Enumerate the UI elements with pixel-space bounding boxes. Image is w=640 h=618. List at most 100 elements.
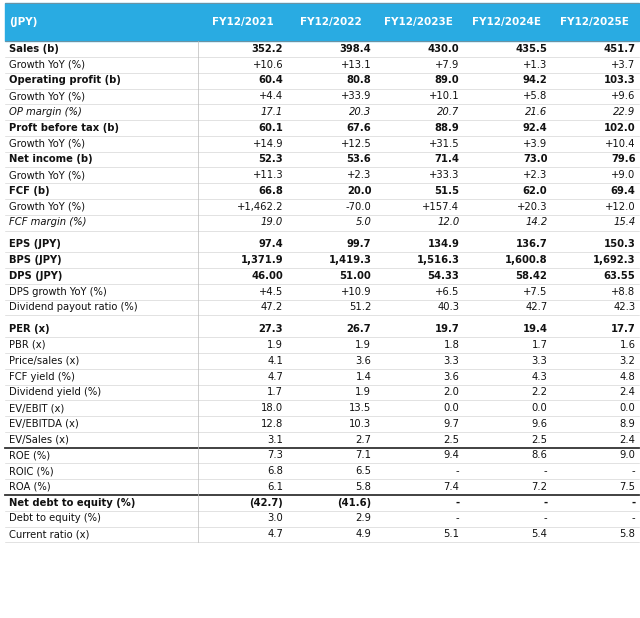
Text: 99.7: 99.7 [347,239,371,249]
Text: +13.1: +13.1 [340,60,371,70]
Text: 17.7: 17.7 [611,324,636,334]
Text: -: - [455,497,460,507]
Text: -: - [544,514,547,523]
Text: 150.3: 150.3 [604,239,636,249]
Text: ROIC (%): ROIC (%) [9,466,54,476]
Text: 27.3: 27.3 [259,324,284,334]
Text: Dividend yield (%): Dividend yield (%) [9,387,101,397]
Text: 5.1: 5.1 [444,529,460,539]
Text: 3.1: 3.1 [268,434,284,444]
Text: 15.4: 15.4 [613,218,636,227]
Text: FY12/2025E: FY12/2025E [560,17,629,27]
Text: -70.0: -70.0 [346,201,371,211]
Text: 1,371.9: 1,371.9 [241,255,284,265]
Text: 5.8: 5.8 [620,529,636,539]
Text: 2.2: 2.2 [531,387,547,397]
Text: 1.6: 1.6 [620,340,636,350]
Text: 2.5: 2.5 [444,434,460,444]
Text: Current ratio (x): Current ratio (x) [9,529,90,539]
Text: DPS (JPY): DPS (JPY) [9,271,62,281]
Text: 3.6: 3.6 [444,371,460,381]
Text: 19.7: 19.7 [435,324,460,334]
Text: +3.7: +3.7 [611,60,636,70]
Text: FCF yield (%): FCF yield (%) [9,371,75,381]
Text: 0.0: 0.0 [444,403,460,413]
Text: +10.6: +10.6 [253,60,284,70]
Text: (41.6): (41.6) [337,497,371,507]
Text: -: - [456,514,460,523]
Text: 7.3: 7.3 [268,451,284,460]
Text: 6.5: 6.5 [355,466,371,476]
Text: 4.7: 4.7 [268,371,284,381]
Text: 4.1: 4.1 [268,356,284,366]
Text: 7.5: 7.5 [620,482,636,492]
Text: 53.6: 53.6 [346,154,371,164]
Text: 12.0: 12.0 [437,218,460,227]
Bar [5,3,639,41]
Text: 88.9: 88.9 [435,123,460,133]
Text: 5.4: 5.4 [532,529,547,539]
Text: 2.7: 2.7 [355,434,371,444]
Text: ROE (%): ROE (%) [9,451,50,460]
Text: Net debt to equity (%): Net debt to equity (%) [9,497,135,507]
Text: 2.5: 2.5 [531,434,547,444]
Text: 2.4: 2.4 [620,387,636,397]
Text: EV/Sales (x): EV/Sales (x) [9,434,69,444]
Text: EPS (JPY): EPS (JPY) [9,239,61,249]
Text: 62.0: 62.0 [523,186,547,196]
Text: FCF margin (%): FCF margin (%) [9,218,86,227]
Text: 6.1: 6.1 [268,482,284,492]
Text: BPS (JPY): BPS (JPY) [9,255,61,265]
Text: 1.9: 1.9 [355,340,371,350]
Text: +10.1: +10.1 [429,91,460,101]
Text: +157.4: +157.4 [422,201,460,211]
Text: 19.4: 19.4 [522,324,547,334]
Text: 1.7: 1.7 [268,387,284,397]
Text: 451.7: 451.7 [604,44,636,54]
Text: 0.0: 0.0 [532,403,547,413]
Text: 4.9: 4.9 [355,529,371,539]
Text: -: - [632,497,636,507]
Text: 92.4: 92.4 [523,123,547,133]
Text: 4.3: 4.3 [532,371,547,381]
Text: Net income (b): Net income (b) [9,154,93,164]
Text: FY12/2023E: FY12/2023E [384,17,453,27]
Text: 136.7: 136.7 [516,239,547,249]
Text: +7.9: +7.9 [435,60,460,70]
Text: 54.33: 54.33 [428,271,460,281]
Text: +10.9: +10.9 [340,287,371,297]
Text: 51.2: 51.2 [349,302,371,312]
Text: 398.4: 398.4 [340,44,371,54]
Text: -: - [543,497,547,507]
Text: +5.8: +5.8 [523,91,547,101]
Text: 20.3: 20.3 [349,107,371,117]
Text: 21.6: 21.6 [525,107,547,117]
Text: 40.3: 40.3 [437,302,460,312]
Text: 26.7: 26.7 [347,324,371,334]
Text: Price/sales (x): Price/sales (x) [9,356,79,366]
Text: 7.2: 7.2 [531,482,547,492]
Text: ROA (%): ROA (%) [9,482,51,492]
Text: FCF (b): FCF (b) [9,186,49,196]
Text: 435.5: 435.5 [516,44,547,54]
Text: +8.8: +8.8 [611,287,636,297]
Text: -: - [456,466,460,476]
Text: 1.9: 1.9 [268,340,284,350]
Text: +2.3: +2.3 [523,170,547,180]
Text: 1,692.3: 1,692.3 [593,255,636,265]
Text: Operating profit (b): Operating profit (b) [9,75,121,85]
Text: -: - [632,514,636,523]
Text: 7.1: 7.1 [355,451,371,460]
Text: +20.3: +20.3 [517,201,547,211]
Text: PBR (x): PBR (x) [9,340,45,350]
Text: 14.2: 14.2 [525,218,547,227]
Text: +33.9: +33.9 [341,91,371,101]
Text: Growth YoY (%): Growth YoY (%) [9,201,85,211]
Text: 79.6: 79.6 [611,154,636,164]
Text: +12.5: +12.5 [340,138,371,148]
Text: 71.4: 71.4 [435,154,460,164]
Text: 66.8: 66.8 [259,186,284,196]
Text: 10.3: 10.3 [349,419,371,429]
Text: +33.3: +33.3 [429,170,460,180]
Text: Dividend payout ratio (%): Dividend payout ratio (%) [9,302,138,312]
